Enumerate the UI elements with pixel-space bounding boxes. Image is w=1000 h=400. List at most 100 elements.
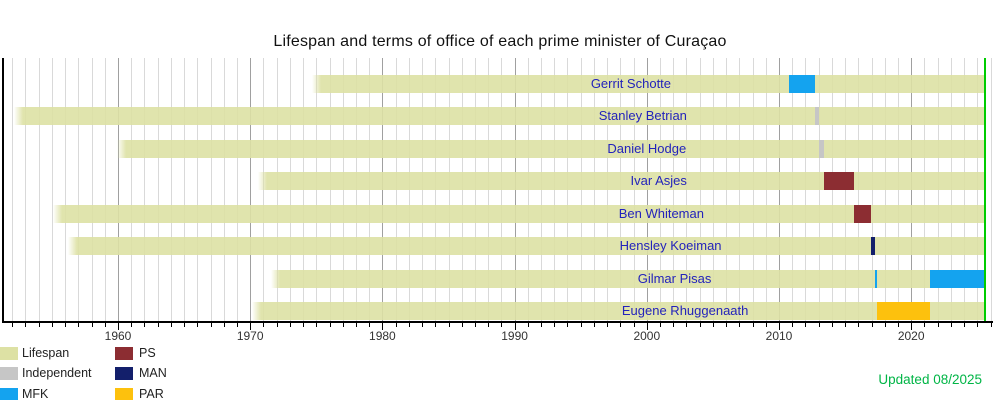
gridline-year (157, 58, 159, 321)
updated-note: Updated 08/2025 (878, 372, 982, 387)
chart-title: Lifespan and terms of office of each pri… (273, 33, 727, 50)
term-bar-ps (853, 204, 872, 223)
axis-tick (673, 323, 675, 327)
axis-tick (12, 323, 14, 327)
axis-tick (91, 323, 93, 327)
legend-label: MAN (139, 366, 167, 381)
axis-tick (884, 323, 886, 327)
axis-tick (871, 323, 873, 327)
axis-tick (660, 323, 662, 327)
axis-tick (461, 323, 463, 327)
term-bar-mfk (930, 269, 986, 288)
legend-label: MFK (22, 386, 49, 400)
axis-tick (990, 323, 992, 327)
axis-year-label: 1980 (369, 329, 396, 343)
gridline-year (38, 58, 40, 321)
axis-tick (395, 323, 397, 327)
axis-tick (977, 323, 979, 327)
lifespan-bar (13, 107, 986, 126)
axis-tick (210, 323, 212, 327)
minister-name-label: Stanley Betrian (598, 108, 687, 124)
minister-name-label: Ivar Asjes (630, 173, 687, 189)
axis-tick (65, 323, 67, 327)
axis-tick (858, 323, 860, 327)
axis-year-label: 2000 (633, 329, 661, 343)
axis-tick (382, 323, 384, 330)
term-bar-ps (824, 172, 854, 191)
gridline-year (131, 58, 133, 321)
axis-tick (554, 323, 556, 327)
axis-tick (633, 323, 635, 327)
axis-tick (448, 323, 450, 327)
axis-tick (845, 323, 847, 327)
axis-tick (580, 323, 582, 327)
axis-tick (263, 323, 265, 327)
axis-tick (805, 323, 807, 327)
axis-tick (567, 323, 569, 327)
y-axis-line (2, 58, 4, 322)
axis-tick (488, 323, 490, 327)
axis-tick (686, 323, 688, 327)
x-axis-line (2, 321, 994, 323)
axis-tick (303, 323, 305, 327)
lifespan-bar (53, 204, 986, 223)
gridline-decade (250, 58, 252, 321)
minister-name-label: Ben Whiteman (618, 205, 704, 221)
axis-tick (369, 323, 371, 327)
lifespan-bar (67, 237, 986, 256)
term-bar-par (876, 302, 931, 321)
axis-tick (779, 323, 780, 330)
axis-tick (474, 323, 476, 327)
term-bar-mfk (874, 269, 878, 288)
axis-tick (964, 323, 966, 327)
gridline-year (184, 58, 186, 321)
axis-tick (157, 323, 159, 327)
gridline-year (78, 58, 80, 321)
axis-tick (329, 323, 331, 327)
lifespan-bar (117, 139, 986, 158)
axis-tick (831, 323, 833, 327)
axis-tick (924, 323, 926, 327)
axis-tick (897, 323, 899, 327)
gridline-year (170, 58, 172, 321)
axis-tick (541, 323, 543, 327)
axis-year-label: 1960 (104, 329, 132, 343)
axis-tick (620, 323, 622, 327)
axis-tick (38, 323, 40, 327)
axis-tick (527, 323, 529, 327)
gridline-year (65, 58, 67, 321)
legend-swatch-lifespan (0, 347, 18, 360)
legend-label: PS (139, 346, 156, 360)
axis-year-label: 1970 (236, 329, 264, 343)
gridline-year (25, 58, 27, 321)
minister-name-label: Hensley Koeiman (619, 238, 722, 254)
term-bar-independent (818, 139, 825, 158)
axis-tick (726, 323, 728, 327)
axis-tick (818, 323, 820, 327)
gridline-year (197, 58, 199, 321)
axis-tick (355, 323, 357, 327)
legend-swatch-par (115, 387, 133, 400)
axis-tick (197, 323, 199, 327)
axis-tick (118, 323, 119, 330)
axis-tick (342, 323, 344, 327)
axis-tick (792, 323, 794, 327)
axis-tick (937, 323, 939, 327)
axis-tick (422, 323, 424, 327)
gridline-year (236, 58, 238, 321)
gridline-year (223, 58, 225, 321)
term-bar-man (871, 237, 875, 256)
axis-tick (223, 323, 225, 327)
legend-swatch-ps (115, 347, 133, 360)
legend-swatch-man (115, 367, 133, 381)
gridline-year (144, 58, 146, 321)
minister-name-label: Daniel Hodge (607, 140, 687, 156)
axis-tick (739, 323, 741, 327)
axis-year-label: 2020 (897, 329, 925, 343)
now-line (984, 58, 987, 321)
legend-label: PAR (139, 386, 164, 400)
gridline-year (990, 58, 992, 321)
axis-tick (911, 323, 913, 330)
axis-tick (25, 323, 27, 327)
